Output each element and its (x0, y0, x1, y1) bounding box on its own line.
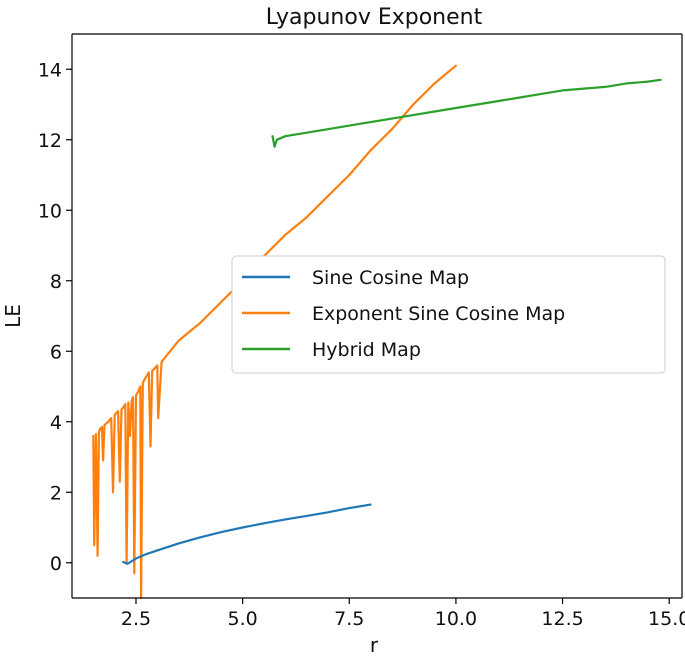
x-axis-label: r (370, 633, 379, 657)
legend-label: Exponent Sine Cosine Map (312, 303, 565, 325)
y-ticks: 0 2 4 6 8 10 12 14 (38, 59, 72, 575)
x-tick-label: 5.0 (228, 608, 258, 630)
legend: Sine Cosine Map Exponent Sine Cosine Map H… (231, 255, 666, 374)
x-tick-label: 10.0 (435, 608, 477, 630)
y-tick-label: 10 (38, 200, 62, 222)
y-tick-label: 14 (38, 59, 62, 81)
legend-box (231, 255, 666, 374)
chart-title: Lyapunov Exponent (266, 5, 483, 30)
y-tick-label: 6 (50, 341, 62, 363)
y-tick-label: 4 (50, 412, 62, 434)
x-tick-label: 2.5 (121, 608, 151, 630)
axes (71, 33, 683, 599)
x-ticks: 2.5 5.0 7.5 10.0 12.5 15.0 (121, 598, 685, 630)
legend-label: Hybrid Map (312, 339, 421, 361)
series-line-sine-cosine-map (122, 503, 372, 565)
y-tick-label: 8 (50, 271, 62, 293)
y-tick-label: 0 (50, 553, 62, 575)
series-line-hybrid-map (271, 78, 662, 148)
x-tick-label: 12.5 (541, 608, 583, 630)
x-tick-label: 15.0 (648, 608, 685, 630)
y-axis-label: LE (1, 304, 25, 328)
y-tick-label: 2 (50, 482, 62, 504)
x-tick-label: 7.5 (334, 608, 364, 630)
y-tick-label: 12 (38, 130, 62, 152)
legend-label: Sine Cosine Map (312, 267, 469, 289)
